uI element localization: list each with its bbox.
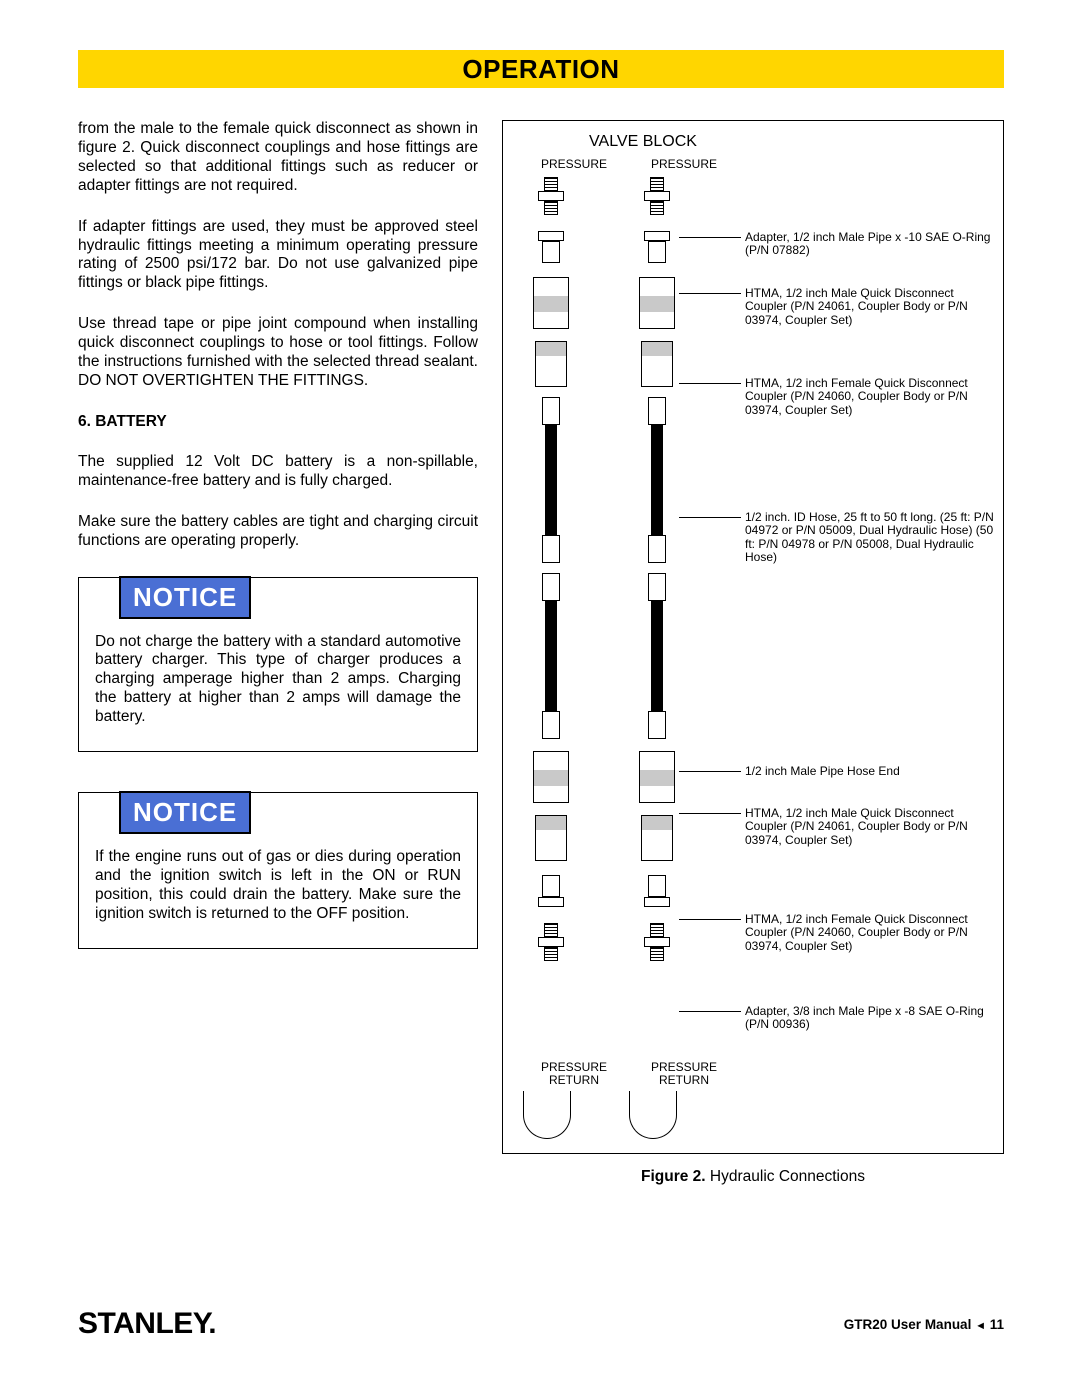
female-coupler-icon <box>533 277 569 329</box>
notice-box-1: NOTICE Do not charge the battery with a … <box>78 577 478 753</box>
tool-outlet <box>523 1091 571 1139</box>
diagram-annotation: Adapter, 3/8 inch Male Pipe x -8 SAE O-R… <box>745 1005 995 1032</box>
female-coupler-icon <box>639 751 675 803</box>
diagram-annotation: HTMA, 1/2 inch Female Quick Disconnect C… <box>745 377 995 417</box>
pressure-label: PRESSURE <box>519 157 629 171</box>
nipple-icon <box>542 875 560 897</box>
diagram-annotation: HTMA, 1/2 inch Female Quick Disconnect C… <box>745 913 995 953</box>
section-header: OPERATION <box>78 50 1004 88</box>
leader-line <box>679 919 741 920</box>
hydraulic-diagram: VALVE BLOCK PRESSURE PRESSURE <box>502 120 1004 1154</box>
thread-icon <box>650 177 664 191</box>
notice-label: NOTICE <box>119 791 251 834</box>
hexnut-icon <box>538 191 564 201</box>
hexnut-icon <box>644 191 670 201</box>
leader-line <box>679 517 741 518</box>
hose-end-icon <box>648 535 666 563</box>
diagram-annotation: HTMA, 1/2 inch Male Quick Disconnect Cou… <box>745 807 995 847</box>
hexnut-icon <box>644 937 670 947</box>
diagram-annotation: Adapter, 1/2 inch Male Pipe x -10 SAE O-… <box>745 231 995 258</box>
hexnut-icon <box>538 897 564 907</box>
hose-end-icon <box>542 711 560 739</box>
valve-block-label: VALVE BLOCK <box>509 133 997 151</box>
tool-outlet <box>629 1091 677 1139</box>
hose-icon <box>651 601 663 711</box>
notice-text: If the engine runs out of gas or dies du… <box>95 848 461 924</box>
notice-box-2: NOTICE If the engine runs out of gas or … <box>78 792 478 949</box>
pressure-label: PRESSURE <box>629 157 739 171</box>
paragraph: If adapter fittings are used, they must … <box>78 218 478 294</box>
right-column: VALVE BLOCK PRESSURE PRESSURE <box>502 120 1004 1186</box>
hose-icon <box>545 425 557 535</box>
hose-icon <box>545 601 557 711</box>
diagram-annotation: HTMA, 1/2 inch Male Quick Disconnect Cou… <box>745 287 995 327</box>
leader-line <box>679 1011 741 1012</box>
leader-line <box>679 237 741 238</box>
hose-end-icon <box>542 573 560 601</box>
female-coupler-icon <box>639 277 675 329</box>
tool-nozzle-icon <box>629 1091 677 1139</box>
footer-page-info: GTR20 User Manual ◄ 11 <box>844 1317 1004 1332</box>
fitting-column-left <box>533 177 569 961</box>
bottom-port-labels: PRESSURERETURN PRESSURERETURN <box>509 1061 739 1087</box>
leader-line <box>679 293 741 294</box>
thread-icon <box>650 947 664 961</box>
triangle-left-icon: ◄ <box>975 1320 986 1332</box>
nipple-icon <box>648 875 666 897</box>
hose-icon <box>651 425 663 535</box>
section-heading: 6. BATTERY <box>78 413 478 431</box>
thread-icon <box>650 923 664 937</box>
hose-end-icon <box>648 573 666 601</box>
thread-icon <box>650 201 664 215</box>
hexnut-icon <box>538 231 564 241</box>
top-port-labels: PRESSURE PRESSURE <box>509 157 997 171</box>
leader-line <box>679 383 741 384</box>
tool-nozzle-icon <box>523 1091 571 1139</box>
hexnut-icon <box>538 937 564 947</box>
thread-icon <box>544 201 558 215</box>
notice-label: NOTICE <box>119 576 251 619</box>
stanley-logo: STANLEY. <box>78 1307 216 1341</box>
thread-icon <box>544 923 558 937</box>
hose-end-icon <box>542 397 560 425</box>
male-coupler-icon <box>641 341 673 387</box>
page-footer: STANLEY. GTR20 User Manual ◄ 11 <box>78 1307 1004 1341</box>
hose-end-icon <box>648 397 666 425</box>
hose-end-icon <box>542 535 560 563</box>
fitting-column-right <box>639 177 675 961</box>
female-coupler-icon <box>533 751 569 803</box>
left-column: from the male to the female quick discon… <box>78 120 478 1186</box>
hose-end-icon <box>648 711 666 739</box>
diagram-annotation: 1/2 inch Male Pipe Hose End <box>745 765 995 778</box>
diagram-annotation: 1/2 inch. ID Hose, 25 ft to 50 ft long. … <box>745 511 995 565</box>
male-coupler-icon <box>641 815 673 861</box>
paragraph: from the male to the female quick discon… <box>78 120 478 196</box>
hexnut-icon <box>644 897 670 907</box>
male-coupler-icon <box>535 815 567 861</box>
pressure-return-label: PRESSURERETURN <box>629 1061 739 1087</box>
paragraph: Make sure the battery cables are tight a… <box>78 513 478 551</box>
nipple-icon <box>648 241 666 263</box>
hexnut-icon <box>644 231 670 241</box>
notice-text: Do not charge the battery with a standar… <box>95 633 461 728</box>
thread-icon <box>544 947 558 961</box>
paragraph: Use thread tape or pipe joint compound w… <box>78 315 478 391</box>
paragraph: The supplied 12 Volt DC battery is a non… <box>78 453 478 491</box>
male-coupler-icon <box>535 341 567 387</box>
nipple-icon <box>542 241 560 263</box>
leader-line <box>679 771 741 772</box>
thread-icon <box>544 177 558 191</box>
leader-line <box>679 813 741 814</box>
page-title: OPERATION <box>462 54 619 85</box>
pressure-return-label: PRESSURERETURN <box>519 1061 629 1087</box>
